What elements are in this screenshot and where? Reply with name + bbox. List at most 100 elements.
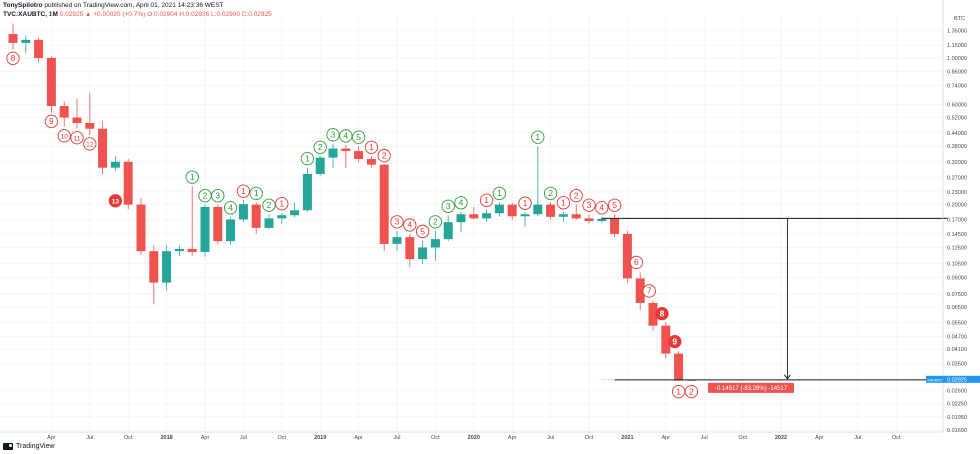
setup-count-down: 8 <box>6 51 20 65</box>
candle-body <box>8 34 18 43</box>
candle-body <box>622 233 632 279</box>
count-circle <box>569 188 583 203</box>
x-tick-label: Oct <box>431 435 440 441</box>
count-number: 4 <box>599 203 604 213</box>
x-tick-label: Oct <box>585 435 594 441</box>
y-tick-label: 0.20000 <box>947 203 967 209</box>
setup-count-down: 1 <box>364 140 379 154</box>
count-circle <box>83 137 97 151</box>
symbol-label[interactable]: TVC:XAUBTC, 1M <box>3 10 58 18</box>
author-name: TonySpilotro <box>3 2 43 9</box>
y-tick-label: 0.32000 <box>947 160 967 166</box>
count-number: 4 <box>343 131 348 141</box>
candle-body <box>520 214 530 217</box>
count-number: 4 <box>459 198 464 208</box>
candle-body <box>597 218 607 222</box>
candle-body <box>98 128 108 168</box>
chart-header: TonySpilotro published on TradingView.co… <box>3 2 272 19</box>
setup-count-up: 4 <box>223 201 238 215</box>
candle-body <box>290 210 300 216</box>
count-circle <box>595 201 609 215</box>
candle-body <box>610 218 620 234</box>
count-circle <box>607 198 622 212</box>
candle-body <box>635 278 645 303</box>
count-number: 2 <box>548 188 553 198</box>
setup-count-down: 5 <box>607 198 622 212</box>
candle-body <box>648 302 658 326</box>
y-tick-label: 0.17000 <box>947 217 967 223</box>
y-tick-label: 0.02250 <box>947 402 967 408</box>
count-number: 1 <box>535 132 540 142</box>
candle-body <box>123 161 133 205</box>
x-tick-label: Apr <box>47 435 56 441</box>
count-number: 3 <box>395 217 400 227</box>
candle-body <box>418 247 428 260</box>
x-axis[interactable]: Apr Jul Oct 2018 Apr Jul Oct 2019 Apr Jul Oct 2020 A… <box>0 431 943 441</box>
measure-tool: -0.14517 (-83.28%) -14517 <box>601 217 948 393</box>
count-circle <box>655 307 669 321</box>
setup-count-down: 10 <box>57 129 71 143</box>
count-number: 2 <box>318 142 323 152</box>
setup-count-up: 3 <box>211 188 225 203</box>
setup-count-down: 1 <box>479 193 494 207</box>
y-tick-label: 0.04700 <box>947 335 967 341</box>
count-circle <box>556 196 571 210</box>
setup-count-down: 8 <box>655 307 669 321</box>
candle-body <box>494 204 504 214</box>
count-number: 1 <box>254 188 259 198</box>
setup-count-down: 1 <box>518 196 532 210</box>
y-axis[interactable]: BTC 1.35000 1.15000 1.00000 0.86000 0.74000 0.… <box>926 0 980 434</box>
y-tick-label: 0.01950 <box>947 415 967 421</box>
y-tick-label: 0.02600 <box>947 389 967 395</box>
candle-body <box>46 57 56 107</box>
price-tag-value-bg <box>944 375 980 383</box>
setup-count-up: 1 <box>185 170 199 184</box>
count-number: 1 <box>676 386 681 396</box>
tradingview-logo-icon <box>3 443 13 450</box>
y-tick-label: 0.03500 <box>947 361 967 367</box>
brand-name: TradingView <box>16 443 55 450</box>
x-tick-label: Apr <box>815 435 824 441</box>
x-tick-label: 2021 <box>621 435 633 441</box>
y-tick-label: 0.10500 <box>947 261 967 267</box>
count-number: 8 <box>11 53 16 63</box>
measure-label-bg <box>708 382 795 393</box>
x-tick-label: 2020 <box>468 435 480 441</box>
y-tick-label: 0.07500 <box>947 292 967 298</box>
setup-count-down: 3 <box>390 215 404 229</box>
count-circle <box>70 131 84 145</box>
x-tick-label: Jul <box>701 435 708 441</box>
y-tick-label: 0.27000 <box>947 175 967 181</box>
candles <box>8 23 696 381</box>
count-number: 1 <box>523 198 528 208</box>
candle-body <box>238 204 248 220</box>
count-circle <box>236 184 251 198</box>
price-tag-symbol-bg <box>926 375 944 383</box>
setup-count-up: 3 <box>326 128 340 142</box>
count-circle <box>642 284 656 298</box>
x-tick-label: Oct <box>278 435 287 441</box>
candle-body <box>251 204 261 228</box>
setup-count-up: 1 <box>492 186 507 201</box>
setup-count-up: 2 <box>262 198 276 212</box>
y-tick-label: 1.00000 <box>947 56 967 62</box>
y-tick-label: 1.15000 <box>947 43 967 49</box>
candle-body <box>72 117 82 123</box>
price-tag-value: 0.02925 <box>947 378 967 384</box>
x-tick-label: Apr <box>508 435 517 441</box>
candle-body <box>226 219 236 242</box>
y-tick-label: 0.05500 <box>947 320 967 326</box>
count-number: 1 <box>279 199 284 209</box>
setup-count-down: 9 <box>668 334 682 349</box>
candle-body <box>482 213 492 219</box>
candle-body <box>379 164 389 244</box>
setup-count-up: 4 <box>339 129 353 143</box>
count-circle <box>339 129 353 143</box>
candle-body <box>456 214 466 223</box>
x-tick-label: Jul <box>240 435 247 441</box>
candle-body <box>110 161 120 168</box>
measure-arrow-head <box>784 374 791 380</box>
count-number: 3 <box>215 190 220 200</box>
setup-count-up: 1 <box>300 152 315 166</box>
